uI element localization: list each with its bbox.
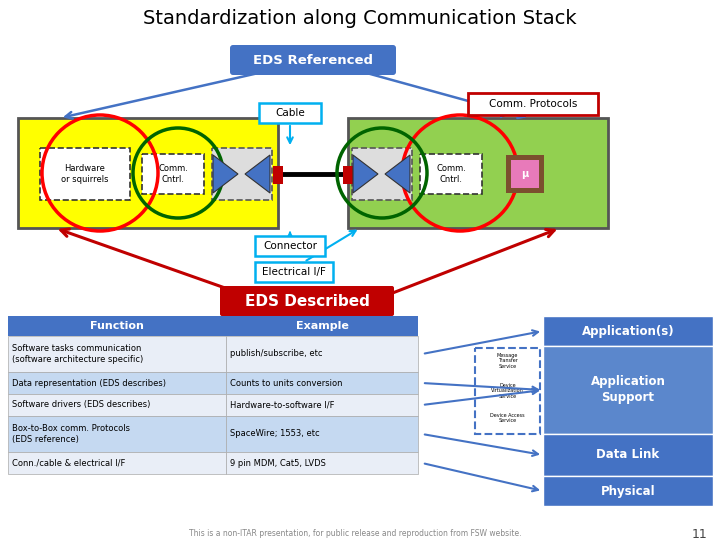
Text: Electrical I/F: Electrical I/F [262,267,326,277]
Text: Comm. Protocols: Comm. Protocols [489,99,577,109]
FancyBboxPatch shape [352,148,412,200]
Text: Application(s): Application(s) [582,325,675,338]
FancyBboxPatch shape [226,452,418,474]
FancyBboxPatch shape [543,434,713,476]
Text: Standardization along Communication Stack: Standardization along Communication Stac… [143,9,577,28]
Text: Software tasks communication
(software architecture specific): Software tasks communication (software a… [12,344,143,364]
FancyBboxPatch shape [142,154,204,194]
Text: 9 pin MDM, Cat5, LVDS: 9 pin MDM, Cat5, LVDS [230,458,326,468]
Text: 11: 11 [692,528,708,540]
Text: Function: Function [90,321,144,331]
FancyBboxPatch shape [8,336,226,372]
FancyBboxPatch shape [273,166,283,184]
FancyBboxPatch shape [212,148,272,200]
FancyBboxPatch shape [543,346,713,434]
Text: Device
Virtualization
Service: Device Virtualization Service [491,383,524,399]
Text: Connector: Connector [263,241,317,251]
FancyBboxPatch shape [8,416,226,452]
FancyBboxPatch shape [506,155,544,193]
FancyBboxPatch shape [226,394,418,416]
FancyBboxPatch shape [8,452,226,474]
Polygon shape [213,155,238,193]
Text: Hardware
or squirrels: Hardware or squirrels [61,164,109,184]
Text: Software drivers (EDS describes): Software drivers (EDS describes) [12,401,150,409]
FancyBboxPatch shape [255,236,325,256]
Text: Hardware-to-software I/F: Hardware-to-software I/F [230,401,335,409]
Text: SpaceWire; 1553, etc: SpaceWire; 1553, etc [230,429,320,438]
Text: EDS Referenced: EDS Referenced [253,53,373,66]
FancyBboxPatch shape [543,476,713,506]
FancyBboxPatch shape [8,316,418,336]
FancyBboxPatch shape [475,348,540,434]
Text: Data representation (EDS describes): Data representation (EDS describes) [12,379,166,388]
FancyBboxPatch shape [226,336,418,372]
FancyBboxPatch shape [543,316,713,346]
Polygon shape [245,155,270,193]
FancyBboxPatch shape [511,160,539,188]
FancyBboxPatch shape [259,103,321,123]
Text: Counts to units conversion: Counts to units conversion [230,379,343,388]
FancyBboxPatch shape [226,416,418,452]
Text: Comm.
Cntrl.: Comm. Cntrl. [158,164,188,184]
Text: μ: μ [521,169,528,179]
FancyBboxPatch shape [420,154,482,194]
Polygon shape [353,155,378,193]
FancyBboxPatch shape [8,372,226,394]
FancyBboxPatch shape [220,286,394,316]
FancyBboxPatch shape [255,262,333,282]
FancyBboxPatch shape [226,372,418,394]
Text: Comm.
Cntrl.: Comm. Cntrl. [436,164,466,184]
FancyBboxPatch shape [8,394,226,416]
Text: Conn./cable & electrical I/F: Conn./cable & electrical I/F [12,458,125,468]
Text: This is a non-ITAR presentation, for public release and reproduction from FSW we: This is a non-ITAR presentation, for pub… [189,530,521,538]
Text: Application
Support: Application Support [590,375,665,404]
FancyBboxPatch shape [40,148,130,200]
FancyBboxPatch shape [343,166,353,184]
Text: Device Access
Service: Device Access Service [490,413,525,423]
Text: publish/subscribe, etc: publish/subscribe, etc [230,349,323,359]
Polygon shape [385,155,410,193]
Text: EDS Described: EDS Described [245,294,369,308]
FancyBboxPatch shape [18,118,278,228]
Text: Example: Example [296,321,348,331]
Text: Box-to-Box comm. Protocols
(EDS reference): Box-to-Box comm. Protocols (EDS referenc… [12,424,130,444]
Text: Physical: Physical [600,484,655,497]
FancyBboxPatch shape [230,45,396,75]
Text: Cable: Cable [275,108,305,118]
Text: Data Link: Data Link [596,449,660,462]
FancyBboxPatch shape [348,118,608,228]
Text: Message
Transfer
Service: Message Transfer Service [497,353,518,369]
FancyBboxPatch shape [468,93,598,115]
